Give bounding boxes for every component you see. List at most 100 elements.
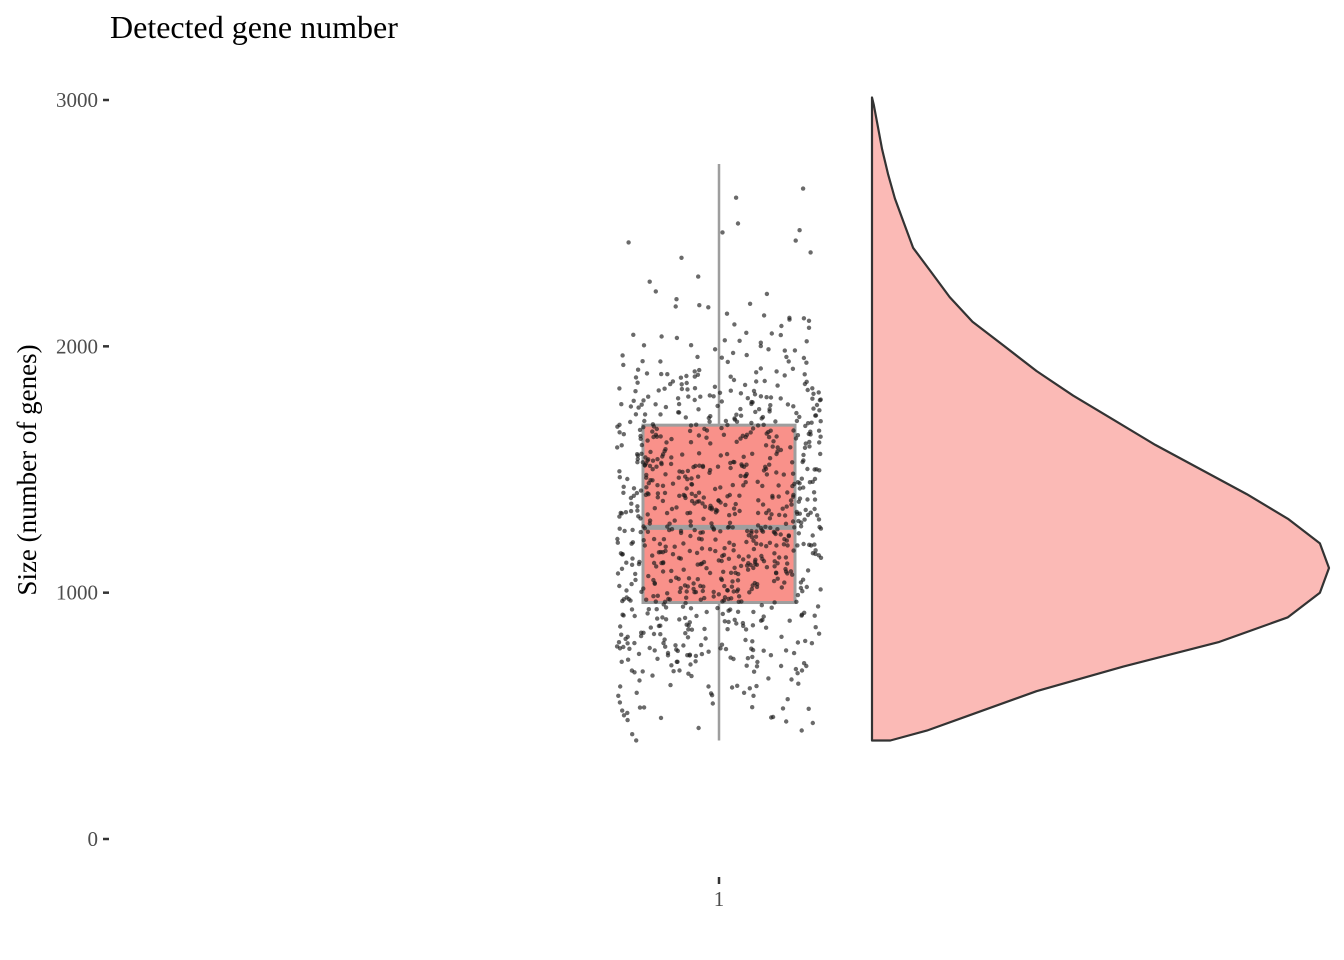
data-point — [818, 526, 824, 531]
data-point — [779, 323, 784, 329]
data-point — [676, 576, 681, 582]
data-point — [638, 633, 644, 639]
data-point — [745, 567, 751, 572]
data-point — [684, 373, 689, 379]
data-point — [788, 498, 794, 503]
data-point — [654, 607, 659, 612]
data-point — [628, 508, 634, 514]
data-point — [616, 693, 621, 698]
data-point — [708, 691, 714, 696]
data-point — [708, 441, 713, 446]
data-point — [735, 609, 741, 614]
data-point — [620, 708, 625, 713]
data-point — [725, 359, 730, 365]
data-point — [661, 602, 666, 607]
data-point — [626, 240, 631, 245]
data-point — [780, 506, 785, 511]
data-point — [723, 502, 728, 508]
data-point — [695, 354, 700, 360]
data-point — [761, 648, 766, 653]
data-point — [795, 640, 801, 645]
data-point — [741, 690, 747, 695]
half-violin — [870, 96, 1331, 742]
data-point — [730, 525, 735, 530]
data-point — [717, 390, 723, 395]
data-point — [691, 586, 696, 592]
data-point — [799, 612, 805, 617]
data-point — [659, 461, 664, 467]
data-point — [759, 603, 764, 608]
data-point — [721, 569, 726, 574]
data-point — [815, 604, 821, 609]
data-point — [737, 493, 742, 498]
data-point — [617, 583, 622, 589]
data-point — [733, 501, 738, 507]
data-point — [622, 528, 627, 534]
data-point — [648, 449, 653, 455]
data-point — [778, 332, 783, 338]
data-point — [639, 589, 644, 594]
data-point — [644, 485, 649, 490]
data-point — [688, 440, 694, 445]
data-point — [621, 362, 626, 368]
data-point — [751, 546, 757, 552]
data-point — [803, 423, 808, 429]
data-point — [719, 355, 724, 360]
data-point — [734, 419, 740, 424]
data-point — [709, 505, 714, 510]
data-point — [637, 705, 643, 710]
data-point — [651, 631, 657, 637]
data-point — [728, 388, 733, 393]
data-point — [662, 449, 667, 454]
data-point — [801, 452, 806, 458]
data-point — [766, 676, 771, 681]
data-point — [642, 418, 647, 424]
data-point — [632, 613, 637, 619]
data-point — [625, 476, 630, 482]
data-point — [679, 386, 685, 392]
data-point — [731, 542, 736, 548]
data-point — [722, 338, 727, 343]
data-point — [754, 529, 759, 534]
data-point — [653, 289, 658, 294]
data-point — [637, 427, 643, 433]
data-point — [793, 238, 798, 243]
data-point — [658, 412, 663, 417]
data-point — [692, 369, 697, 374]
data-point — [787, 317, 792, 322]
data-point — [795, 543, 800, 548]
data-point — [807, 444, 812, 449]
data-point — [768, 403, 773, 408]
data-point — [663, 404, 669, 410]
data-point — [766, 434, 772, 440]
data-point — [677, 469, 682, 474]
data-point — [718, 576, 724, 581]
data-point — [764, 291, 770, 297]
data-point — [679, 255, 684, 260]
data-point — [695, 474, 701, 479]
data-point — [663, 644, 668, 649]
data-point — [629, 668, 635, 673]
data-point — [629, 607, 635, 612]
data-point — [801, 661, 807, 666]
data-point — [806, 706, 811, 711]
data-point — [768, 525, 773, 530]
data-point — [788, 569, 794, 574]
data-point — [764, 472, 770, 477]
data-point — [786, 533, 791, 538]
data-point — [706, 305, 711, 310]
data-point — [672, 518, 677, 523]
data-point — [812, 613, 817, 618]
data-point — [687, 510, 693, 515]
data-point — [719, 425, 724, 431]
data-point — [684, 486, 689, 491]
data-point — [645, 512, 650, 517]
data-point — [700, 464, 706, 470]
data-point — [619, 566, 625, 571]
data-point — [794, 410, 799, 416]
data-point — [755, 510, 761, 516]
data-point — [747, 590, 752, 595]
data-point — [655, 457, 660, 462]
data-point — [725, 627, 730, 632]
data-point — [641, 398, 646, 403]
